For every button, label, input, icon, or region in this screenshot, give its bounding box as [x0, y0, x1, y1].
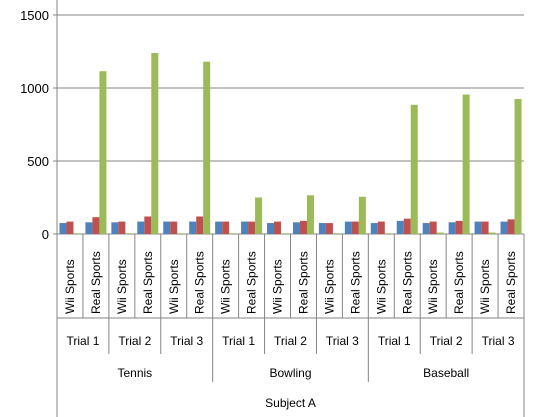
x-category-label: Real Sports [193, 251, 207, 314]
bar [73, 233, 81, 234]
bar [144, 216, 152, 234]
bar [422, 223, 430, 234]
x-category-label: Wii Sports [115, 259, 129, 314]
bar [215, 221, 223, 234]
y-tick-label: 500 [27, 154, 49, 169]
bar [462, 94, 470, 234]
bar [370, 223, 378, 234]
group-label: Baseball [423, 366, 469, 380]
group-label: Bowling [269, 366, 311, 380]
bar [281, 233, 289, 234]
bar [403, 218, 411, 234]
bar [325, 223, 333, 234]
x-axis-title: Subject A [265, 396, 316, 410]
bar [267, 223, 275, 234]
bar [306, 195, 314, 234]
bar [118, 221, 126, 234]
x-category-label: Real Sports [89, 251, 103, 314]
bar [318, 223, 326, 234]
trial-label: Trial 2 [274, 334, 307, 348]
bar [351, 221, 359, 234]
bar [396, 220, 404, 234]
bar [170, 221, 178, 234]
x-category-label: Real Sports [504, 251, 518, 314]
bar [203, 61, 211, 234]
bar [255, 197, 263, 234]
group-label: Tennis [117, 366, 152, 380]
bar [163, 221, 171, 234]
bar [429, 221, 437, 234]
bar [66, 221, 74, 234]
y-tick-label: 0 [42, 227, 49, 242]
x-category-label: Wii Sports [322, 259, 336, 314]
x-category-label: Wii Sports [271, 259, 285, 314]
trial-label: Trial 3 [326, 334, 359, 348]
x-category-label: Wii Sports [374, 259, 388, 314]
trial-label: Trial 2 [430, 334, 463, 348]
bar [85, 222, 93, 234]
x-category-label: Wii Sports [219, 259, 233, 314]
x-category-label: Real Sports [348, 251, 362, 314]
bar [248, 221, 256, 234]
x-category-label: Wii Sports [63, 259, 77, 314]
bar [384, 233, 392, 234]
trial-label: Trial 3 [482, 334, 515, 348]
bar [196, 216, 204, 234]
trial-label: Trial 1 [66, 334, 99, 348]
bar [125, 233, 133, 234]
bar [151, 52, 159, 235]
x-category-label: Real Sports [141, 251, 155, 314]
bar [377, 221, 385, 234]
bar [358, 196, 366, 234]
bar [436, 232, 444, 234]
y-tick-label: 1500 [20, 8, 49, 23]
bar [488, 232, 496, 234]
x-category-label: Wii Sports [167, 259, 181, 314]
bar [500, 221, 508, 234]
bar [299, 220, 307, 234]
bar [344, 221, 352, 234]
bar [292, 222, 300, 234]
trial-label: Trial 1 [378, 334, 411, 348]
bar [99, 71, 107, 235]
bar [332, 233, 340, 234]
bar [481, 221, 489, 234]
bar [241, 221, 249, 234]
trial-label: Trial 1 [222, 334, 255, 348]
bar [474, 221, 482, 234]
bar [222, 221, 230, 234]
bar [189, 221, 197, 234]
x-category-label: Real Sports [452, 251, 466, 314]
bar [137, 221, 145, 234]
bar [410, 104, 418, 234]
x-category-label: Wii Sports [426, 259, 440, 314]
trial-label: Trial 3 [170, 334, 203, 348]
bar [448, 222, 456, 234]
bar [507, 219, 515, 234]
bar [111, 222, 119, 234]
x-category-label: Real Sports [296, 251, 310, 314]
bar [274, 221, 282, 234]
bar [514, 98, 522, 234]
trial-label: Trial 2 [118, 334, 151, 348]
x-category-label: Real Sports [400, 251, 414, 314]
x-category-label: Real Sports [245, 251, 259, 314]
y-tick-label: 1000 [20, 81, 49, 96]
bar [59, 223, 67, 234]
bar [455, 220, 463, 234]
x-category-label: Wii Sports [478, 259, 492, 314]
bar [177, 233, 185, 234]
bar [229, 233, 237, 234]
bar [92, 217, 100, 234]
